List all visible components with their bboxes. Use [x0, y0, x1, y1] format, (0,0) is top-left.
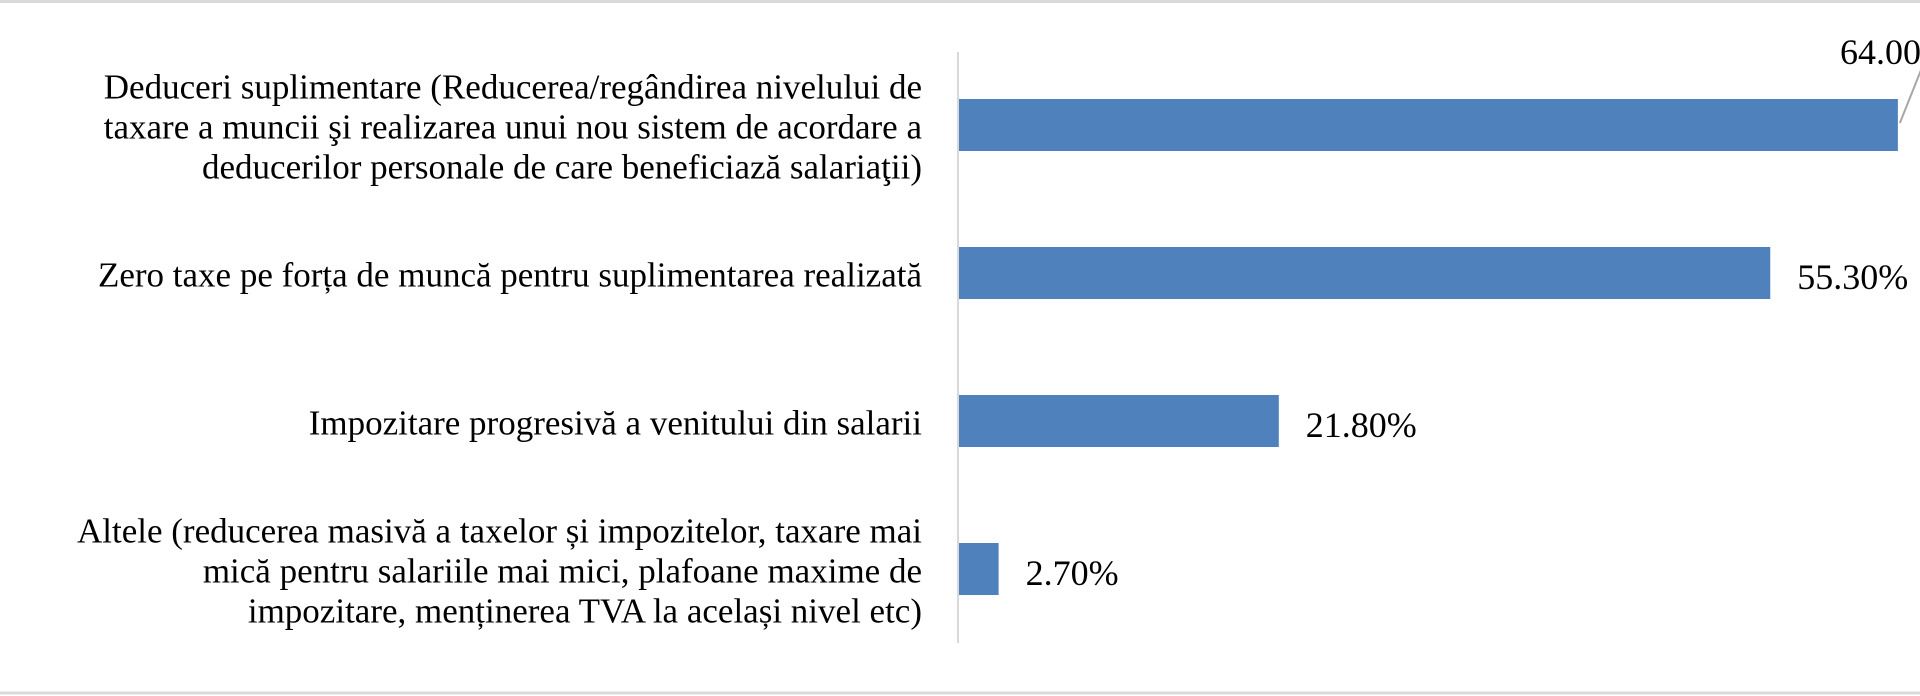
- bar-1: [959, 99, 1898, 151]
- bar-4: [959, 543, 999, 595]
- category-label-1-line-1: Deduceri suplimentare (Reducerea/regândi…: [104, 68, 922, 107]
- category-label-1-line-2: taxare a muncii şi realizarea unui nou s…: [104, 108, 923, 147]
- bar-3: [959, 395, 1279, 447]
- data-label-4: 2.70%: [1026, 553, 1119, 593]
- data-label-1: 64.00%: [1840, 32, 1920, 72]
- category-label-2-line-1: Zero taxe pe forța de muncă pentru supli…: [98, 256, 922, 295]
- leader-line-1: [1898, 69, 1920, 124]
- category-label-4-line-2: mică pentru salariile mai mici, plafoane…: [203, 552, 922, 591]
- category-label-4-line-1: Altele (reducerea masivă a taxelor și im…: [77, 512, 922, 551]
- data-label-2: 55.30%: [1797, 257, 1908, 297]
- category-label-3-line-1: Impozitare progresivă a venitului din sa…: [309, 404, 923, 443]
- category-label-1-line-3: deducerilor personale de care beneficiaz…: [202, 148, 922, 187]
- bar-2: [959, 247, 1771, 299]
- data-label-3: 21.80%: [1306, 405, 1417, 445]
- category-label-4-line-3: impozitare, menținerea TVA la același ni…: [248, 592, 922, 631]
